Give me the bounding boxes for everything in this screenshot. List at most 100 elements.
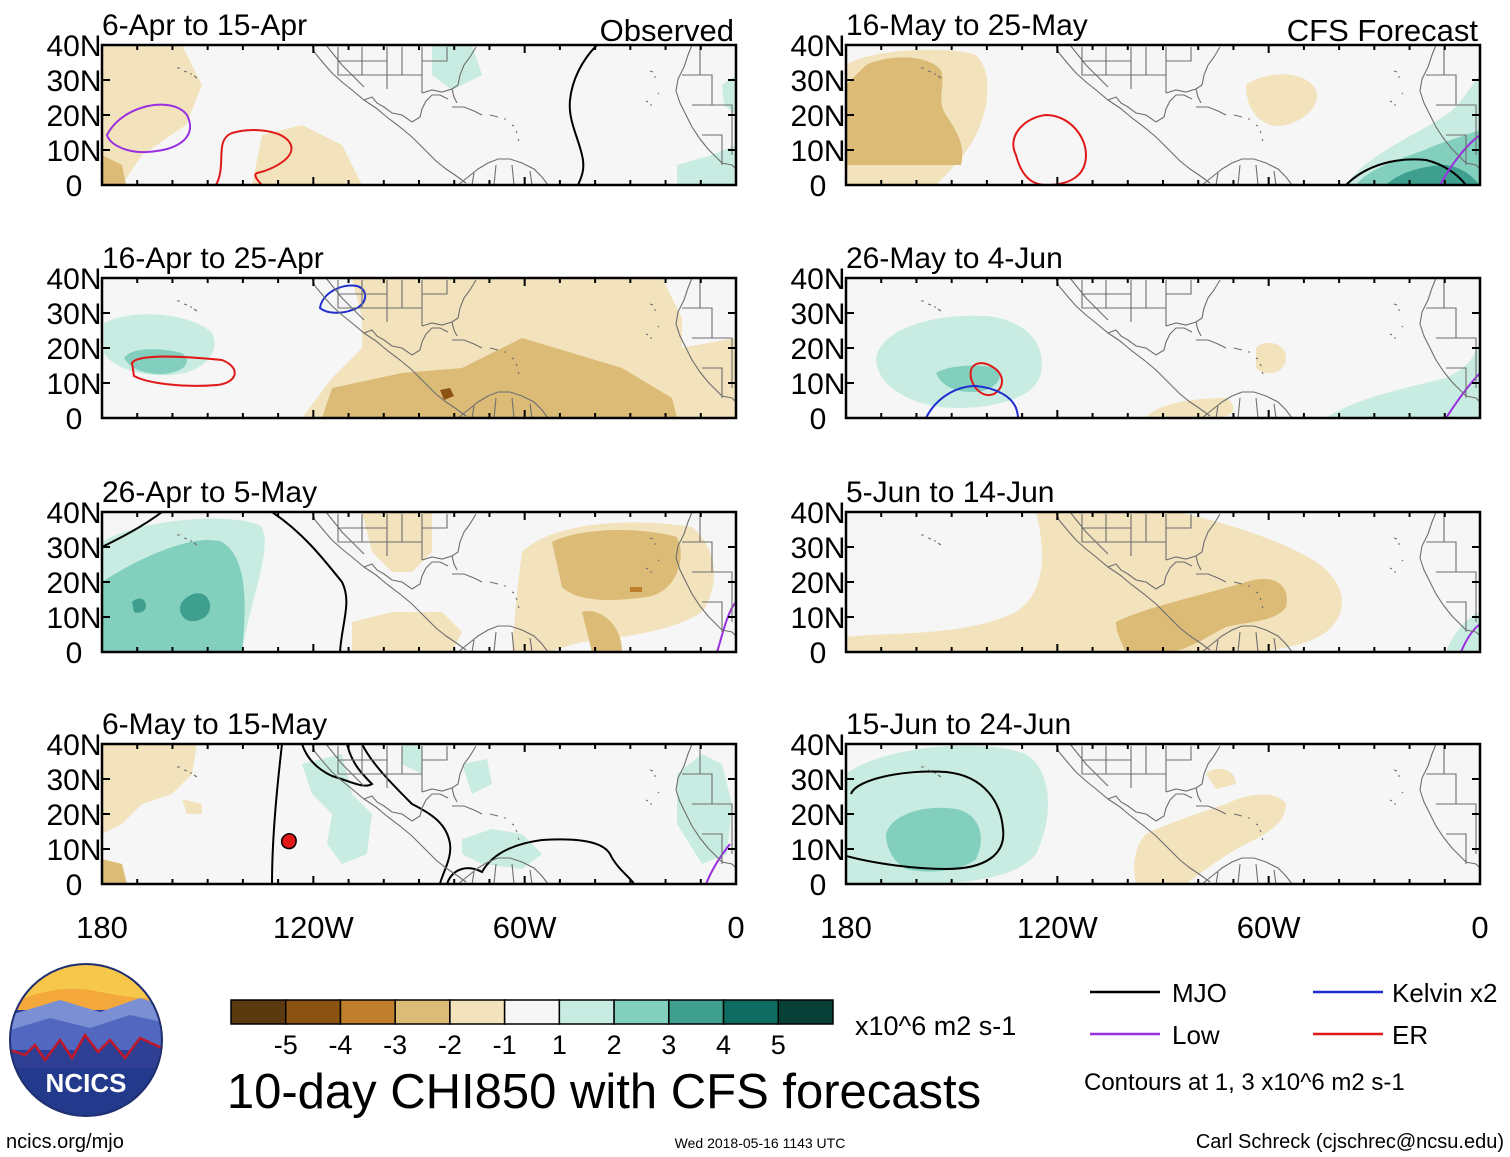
- colorbar: -5 -4 -3 -2 -1 1 2 3 4 5 x10^6 m2 s-1: [230, 999, 1016, 1060]
- colorbar-label: -4: [328, 1030, 352, 1060]
- footer-url: ncics.org/mjo: [6, 1131, 124, 1153]
- anomaly-shading: [1134, 794, 1286, 884]
- lat-label: 10N: [46, 834, 101, 867]
- colorbar-swatch: [613, 999, 670, 1025]
- lat-label: 40N: [46, 729, 101, 762]
- anomaly-shading: [680, 338, 736, 418]
- contour-line: [1460, 623, 1480, 652]
- lat-label: 20N: [790, 333, 845, 366]
- anomaly-shading: [552, 530, 681, 600]
- figure-title: 10-day CHI850 with CFS forecasts: [227, 1065, 981, 1119]
- lon-label: 120W: [1017, 910, 1099, 945]
- anomaly-shading: [322, 338, 677, 418]
- colorbar-label: -1: [493, 1030, 517, 1060]
- legend-label: Low: [1172, 1020, 1220, 1050]
- lat-label: 0: [810, 403, 827, 436]
- lat-label: 10N: [46, 602, 101, 635]
- footer-timestamp: Wed 2018-05-16 1143 UTC: [675, 1135, 846, 1151]
- contour-line: [969, 362, 1003, 396]
- colorbar-label: 3: [661, 1030, 676, 1060]
- anomaly-shading: [886, 807, 981, 872]
- contour-line: [102, 512, 163, 548]
- anomaly-shading: [677, 145, 736, 185]
- anomaly-shading: [280, 833, 297, 850]
- lat-label: 20N: [790, 567, 845, 600]
- lat-label: 10N: [46, 368, 101, 401]
- legend-label: MJO: [1172, 978, 1227, 1008]
- lon-label: 60W: [493, 910, 557, 945]
- anomaly-shading: [846, 57, 963, 166]
- contour-line: [925, 384, 1019, 418]
- panel-period-title: 6-May to 15-May: [102, 708, 327, 741]
- anomaly-shading: [102, 859, 127, 884]
- colorbar-swatch: [558, 999, 615, 1025]
- contour-line: [301, 744, 452, 884]
- contour-line: [705, 843, 731, 884]
- lat-label: 30N: [46, 764, 101, 797]
- lat-label: 40N: [790, 30, 845, 63]
- anomaly-shading: [462, 829, 542, 869]
- lat-label: 40N: [46, 263, 101, 296]
- panel-background: [102, 45, 736, 185]
- contour-line: [568, 45, 598, 185]
- column-label: Observed: [600, 13, 734, 48]
- colorbar-swatch: [284, 999, 342, 1025]
- anomaly-shading: [132, 598, 146, 613]
- anomaly-shading: [182, 799, 202, 814]
- contour-line: [846, 770, 1005, 871]
- anomaly-shading: [124, 349, 187, 374]
- lat-label: 20N: [790, 799, 845, 832]
- anomaly-shading: [402, 744, 422, 774]
- panel-period-title: 6-Apr to 15-Apr: [102, 9, 307, 42]
- colorbar-label: -2: [438, 1030, 462, 1060]
- logo-text: NCICS: [46, 1068, 127, 1098]
- lon-label: 0: [727, 910, 744, 945]
- legend-label: Kelvin x2: [1392, 978, 1498, 1008]
- lat-label: 0: [66, 637, 83, 670]
- anomaly-shading: [630, 587, 642, 592]
- anomaly-shading: [507, 348, 547, 368]
- lat-label: 20N: [790, 100, 845, 133]
- lat-label: 30N: [46, 532, 101, 565]
- lat-label: 40N: [790, 263, 845, 296]
- lon-label: 120W: [273, 910, 355, 945]
- lat-label: 30N: [790, 532, 845, 565]
- anomaly-shading: [1446, 612, 1480, 652]
- legend-label: ER: [1392, 1020, 1428, 1050]
- contour-line: [130, 355, 236, 387]
- contour-line: [215, 129, 293, 185]
- lat-label: 40N: [46, 30, 101, 63]
- contour-legend: MJO Kelvin x2 Low ER Contours at 1, 3 x10^6 …: [1084, 978, 1498, 1096]
- lat-label: 10N: [790, 602, 845, 635]
- colorbar-swatch: [503, 999, 561, 1025]
- panel-period-title: 16-Apr to 25-Apr: [102, 242, 324, 275]
- anomaly-shading: [432, 45, 482, 90]
- anomaly-shading: [462, 759, 492, 794]
- lat-label: 20N: [46, 567, 101, 600]
- lat-label: 10N: [790, 135, 845, 168]
- panel-period-title: 5-Jun to 14-Jun: [846, 476, 1054, 509]
- lat-label: 10N: [790, 834, 845, 867]
- colorbar-label: 2: [607, 1030, 622, 1060]
- lon-label: 60W: [1237, 910, 1301, 945]
- anomaly-shading: [179, 593, 211, 622]
- lat-label: 0: [810, 170, 827, 203]
- anomaly-shading: [876, 315, 1042, 408]
- lat-label: 30N: [46, 65, 101, 98]
- colorbar-label: -5: [274, 1030, 298, 1060]
- lat-label: 0: [810, 869, 827, 902]
- colorbar-swatch: [722, 999, 780, 1025]
- anomaly-shading: [102, 155, 126, 185]
- lat-label: 20N: [46, 333, 101, 366]
- lat-label: 40N: [790, 497, 845, 530]
- anomaly-shading: [936, 365, 1000, 393]
- colorbar-swatch: [777, 999, 834, 1025]
- lat-label: 10N: [46, 135, 101, 168]
- lat-label: 40N: [46, 497, 101, 530]
- colorbar-swatch: [449, 999, 506, 1025]
- lat-label: 0: [66, 403, 83, 436]
